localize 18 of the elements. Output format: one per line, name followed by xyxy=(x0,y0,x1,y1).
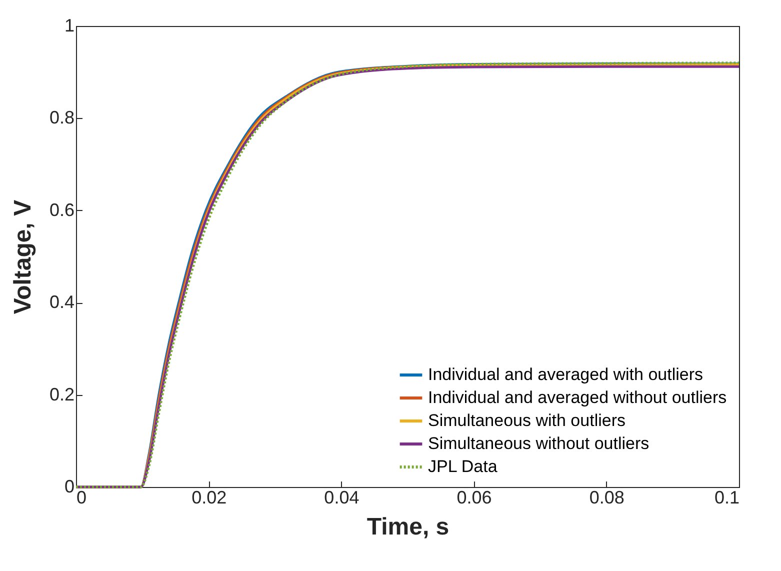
x-axis-title: Time, s xyxy=(366,514,450,540)
y-tick-label: 0.8 xyxy=(49,108,74,128)
legend-label: JPL Data xyxy=(428,457,498,476)
x-tick-label: 0.04 xyxy=(324,488,360,508)
x-tick-label: 0 xyxy=(76,488,87,508)
y-tick-label: 0.4 xyxy=(49,292,74,312)
x-tick-label: 0.06 xyxy=(456,488,492,508)
legend-label: Simultaneous without outliers xyxy=(428,434,650,453)
x-tick-label: 0.1 xyxy=(714,488,740,508)
legend-label: Individual and averaged with outliers xyxy=(428,365,704,384)
y-tick-label: 0.2 xyxy=(49,384,74,404)
y-tick-label: 0.6 xyxy=(49,200,74,220)
legend-label: Individual and averaged without outliers xyxy=(428,388,727,407)
x-tick-label: 0.08 xyxy=(589,488,624,508)
x-tick-label: 0.02 xyxy=(192,488,227,508)
legend-label: Simultaneous with outliers xyxy=(428,411,626,430)
y-axis-title: Voltage, V xyxy=(9,200,36,314)
y-tick-label: 1 xyxy=(64,16,74,36)
